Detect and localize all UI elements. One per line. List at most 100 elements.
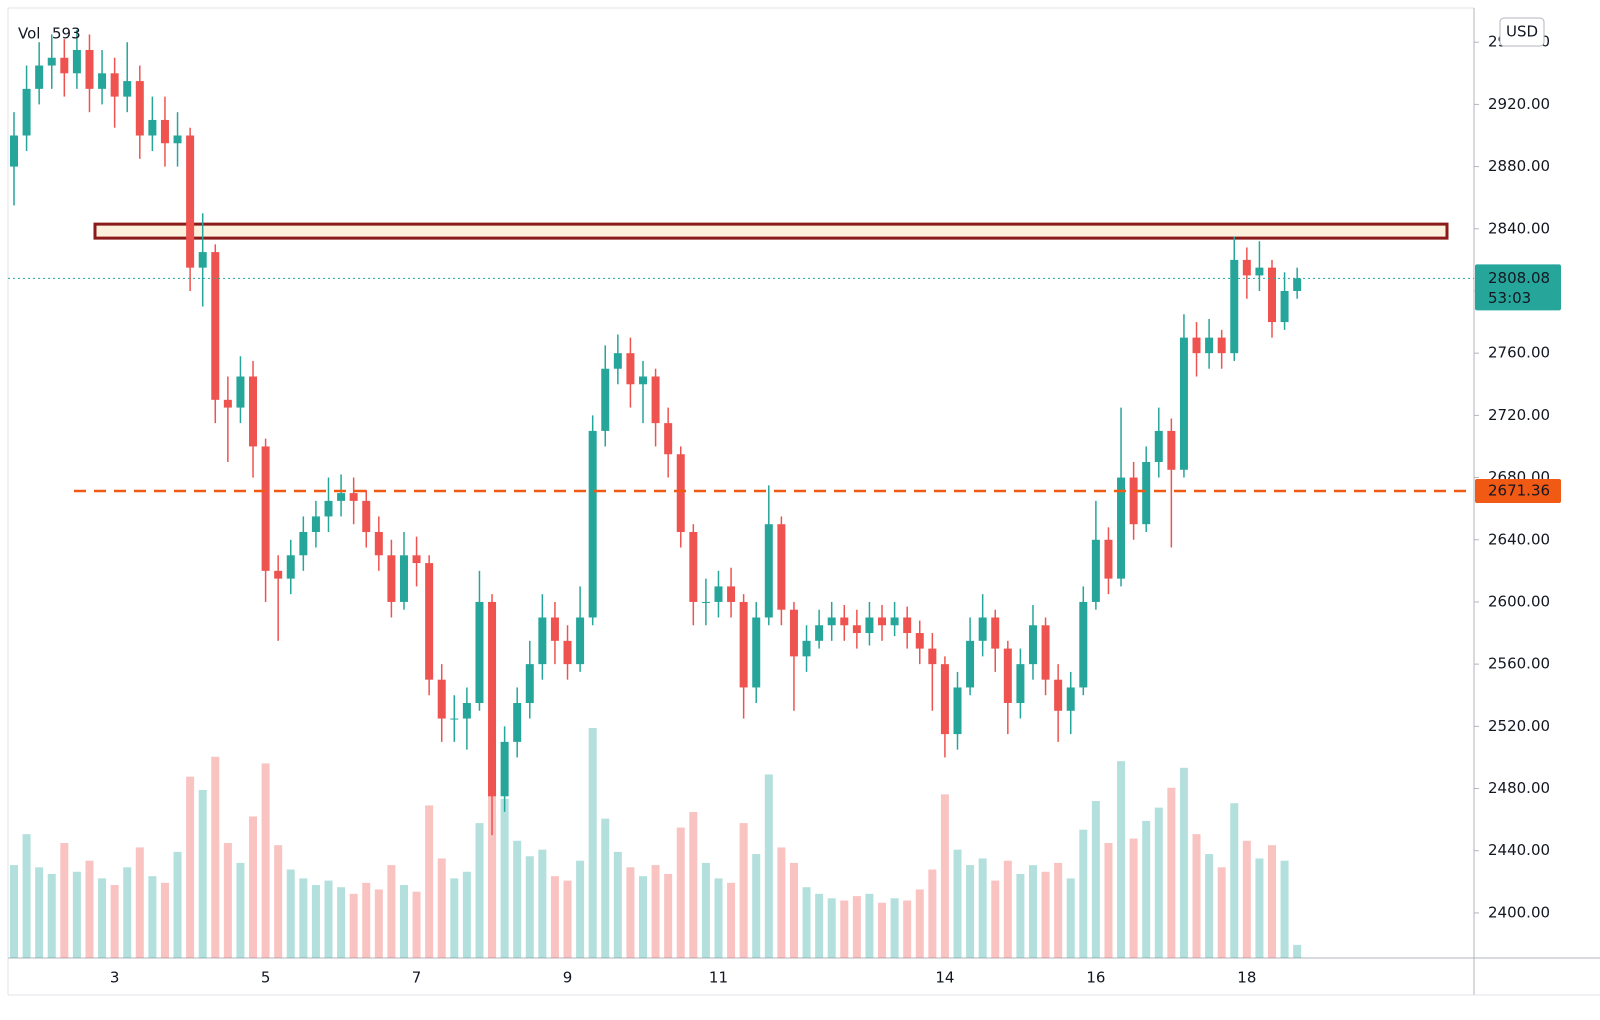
volume-bar (727, 882, 736, 958)
volume-bar (1179, 767, 1188, 958)
candle-body (991, 617, 1000, 649)
volume-bar (953, 849, 962, 958)
volume-bar (525, 856, 534, 958)
candle-body (689, 531, 698, 602)
x-tick-label: 14 (935, 969, 954, 987)
candle-body (588, 430, 597, 618)
volume-bar (903, 900, 912, 958)
volume-bar (1205, 854, 1214, 958)
volume-bar (72, 871, 81, 958)
volume-bar (211, 756, 220, 958)
volume-bar (588, 728, 597, 958)
volume-bar (827, 898, 836, 958)
candle-body (890, 617, 899, 626)
volume-bar (160, 882, 169, 958)
candle-body (966, 640, 975, 688)
volume-bar (890, 898, 899, 958)
volume-bar (601, 818, 610, 958)
volume-bar (35, 867, 44, 958)
volume-bar (311, 885, 320, 958)
y-tick-label: 2480.00 (1488, 779, 1550, 797)
candle-body (1217, 337, 1226, 354)
x-tick-label: 11 (709, 969, 728, 987)
candle-body (98, 73, 107, 89)
volume-bar (764, 774, 773, 958)
currency-box[interactable] (1499, 17, 1545, 47)
volume-bar (399, 885, 408, 958)
candle-body (1066, 687, 1075, 711)
volume-bar (437, 858, 446, 958)
x-tick-label: 5 (261, 969, 271, 987)
volume-bar (374, 889, 383, 958)
volume-bar (978, 858, 987, 958)
volume-bar (123, 867, 132, 958)
volume-bar (337, 887, 346, 958)
candle-body (425, 563, 434, 680)
candle-body (777, 524, 786, 610)
volume-pane (10, 728, 1302, 958)
candle-body (714, 586, 723, 602)
volume-bar (98, 878, 107, 958)
candle-body (500, 741, 509, 797)
x-tick-label: 3 (110, 969, 120, 987)
candle-body (1028, 625, 1037, 665)
candle-body (928, 648, 937, 665)
volume-bar (915, 889, 924, 958)
volume-bar (1255, 858, 1264, 958)
volume-bar (362, 882, 371, 958)
candle-body (160, 119, 169, 144)
volume-bar (840, 900, 849, 958)
volume-bar (261, 763, 270, 958)
volume-bar (701, 862, 710, 958)
volume-bar (991, 880, 1000, 958)
volume-bar (940, 794, 949, 958)
volume-value: 593 (52, 25, 81, 43)
volume-bar (676, 827, 685, 958)
volume-bar (550, 876, 559, 958)
volume-bar (1230, 803, 1239, 958)
volume-bar (966, 865, 975, 958)
volume-bar (1104, 843, 1113, 958)
candle-body (852, 625, 861, 634)
y-tick-label: 2840.00 (1488, 219, 1550, 237)
y-tick-label: 2440.00 (1488, 841, 1550, 859)
currency-label[interactable]: USD (1506, 23, 1538, 41)
y-tick-label: 2640.00 (1488, 530, 1550, 548)
candle-body (1230, 259, 1239, 354)
candle-body (488, 601, 497, 797)
volume-bar (739, 823, 748, 958)
candle-body (676, 454, 685, 532)
candle-body (387, 555, 396, 602)
candle-body (1255, 267, 1264, 276)
candle-body (1280, 290, 1289, 323)
candle-body (299, 531, 308, 556)
candle-body (10, 135, 18, 167)
candle-body (211, 252, 220, 400)
candle-body (789, 609, 798, 657)
y-tick-label: 2600.00 (1488, 592, 1550, 610)
candle-body (1192, 337, 1201, 354)
volume-bar (1079, 829, 1088, 958)
volume-bar (689, 812, 698, 958)
volume-bar (173, 851, 182, 958)
volume-bar (664, 873, 673, 958)
candle-body (286, 555, 295, 579)
candle-body (1003, 648, 1012, 704)
volume-label: Vol (18, 25, 40, 43)
volume-bar (299, 878, 308, 958)
candle-body (827, 617, 836, 626)
candle-body (727, 586, 736, 602)
volume-bar (412, 891, 421, 958)
candle-body (651, 376, 660, 424)
volume-bar (462, 871, 471, 958)
price-axis: 2400.00 2440.00 2480.00 2520.00 2560.00 2600.… (110, 33, 1561, 987)
candle-body (173, 135, 182, 144)
volume-bar (1054, 862, 1063, 958)
volume-bar (1154, 807, 1163, 958)
volume-bar (223, 843, 232, 958)
y-tick-label: 2520.00 (1488, 717, 1550, 735)
candle-body (613, 353, 622, 369)
volume-bar (563, 880, 572, 958)
candle-body (72, 49, 81, 74)
